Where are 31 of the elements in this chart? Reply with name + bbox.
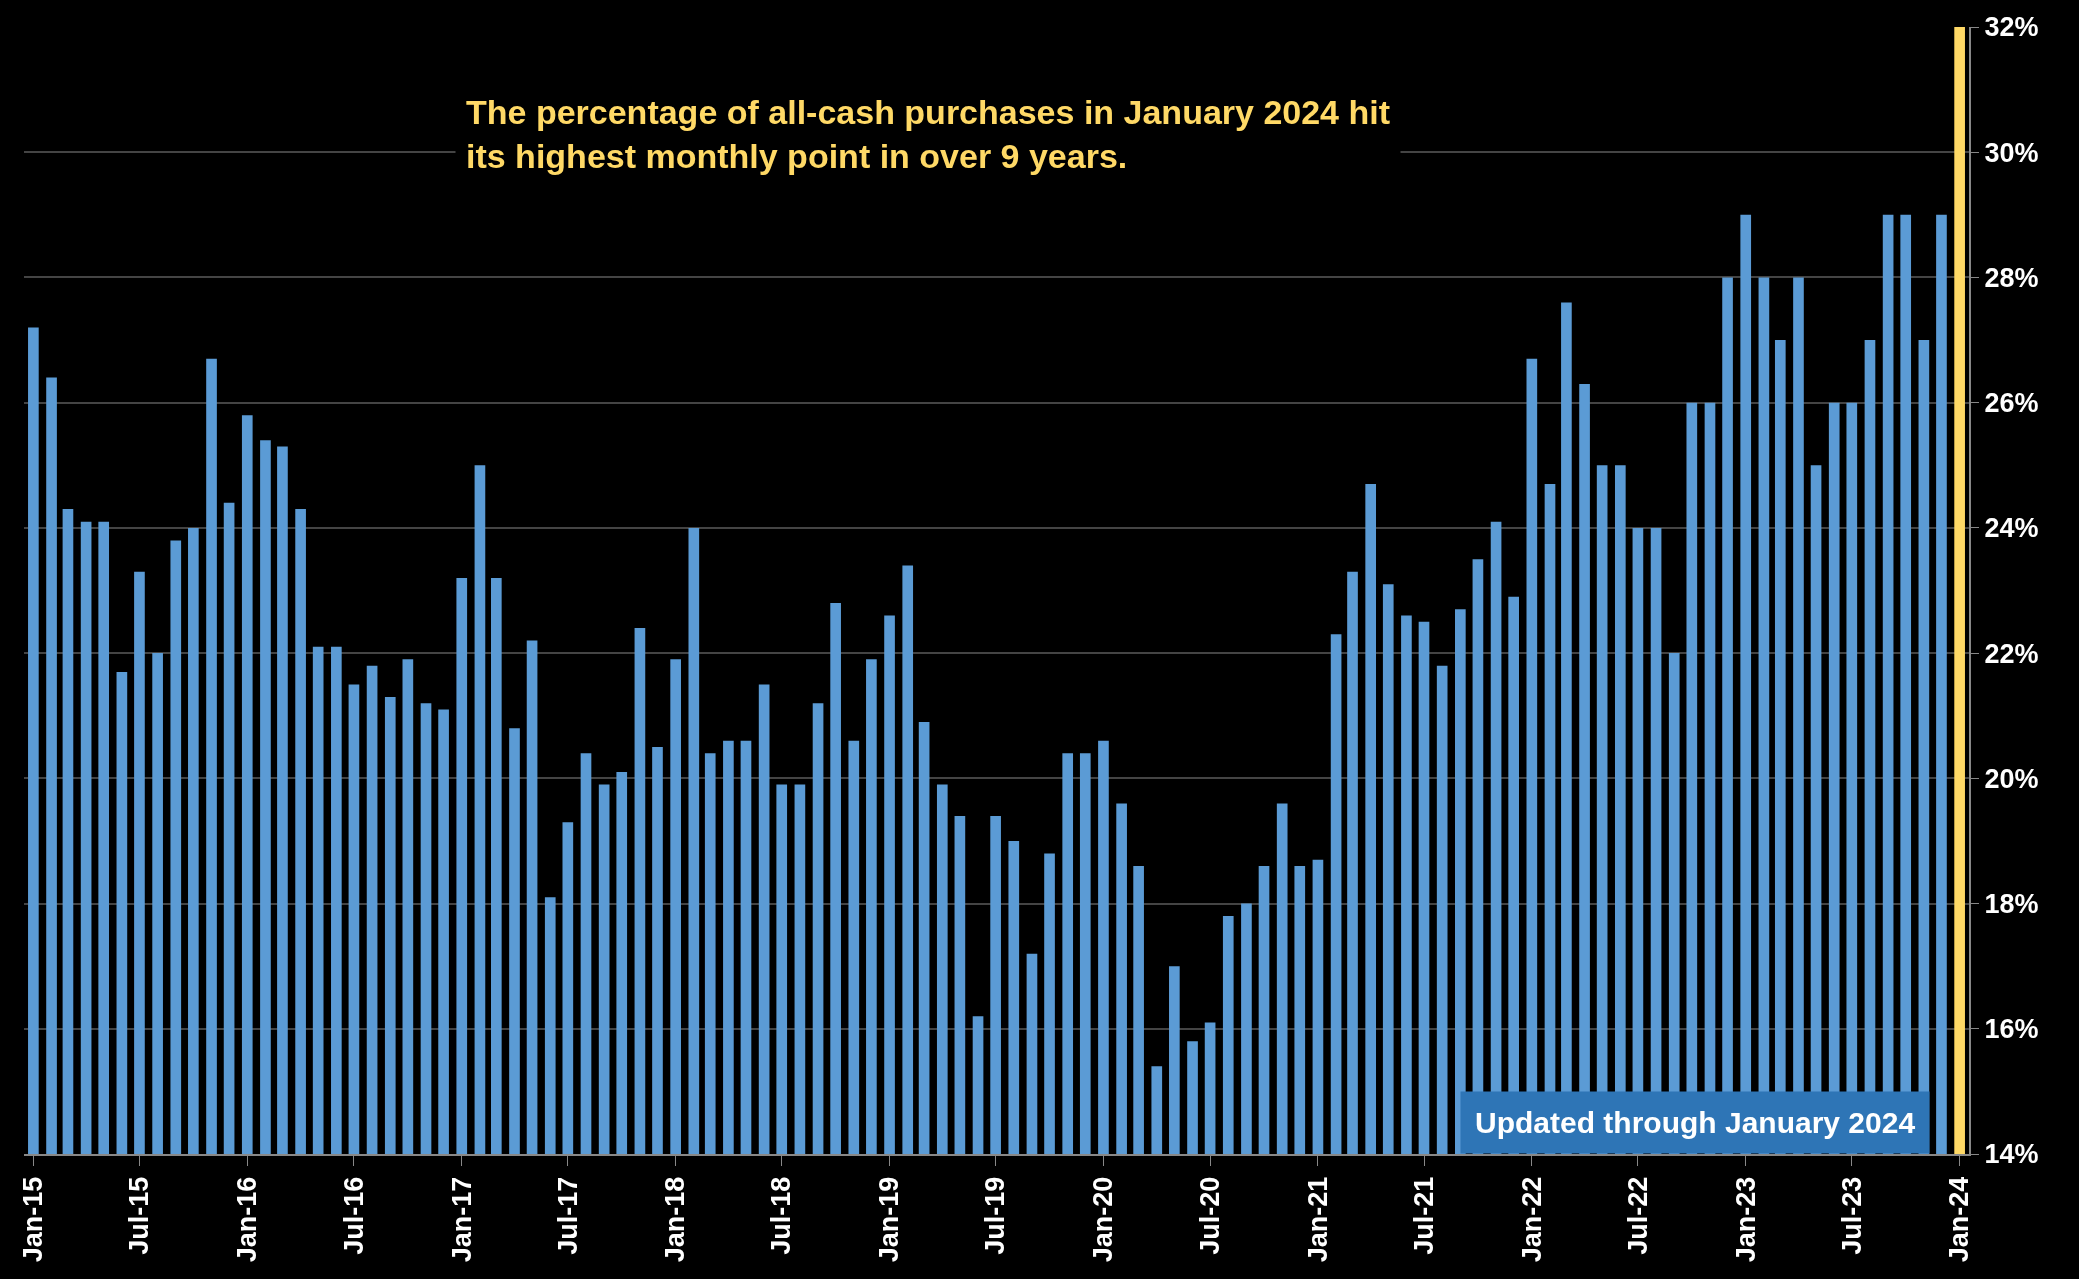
y-tick-label: 22% — [1984, 638, 2039, 669]
x-tick-label: Jan-21 — [1302, 1176, 1333, 1263]
x-tick-label: Jul-23 — [1836, 1176, 1867, 1255]
x-tick-label: Jan-17 — [446, 1176, 477, 1263]
y-tick-label: 26% — [1984, 388, 2039, 419]
x-tick-label: Jan-15 — [18, 1176, 49, 1263]
x-tick-label: Jul-17 — [552, 1176, 583, 1255]
y-tick-label: 18% — [1984, 889, 2039, 920]
x-tick-label: Jul-18 — [766, 1176, 797, 1255]
x-tick-label: Jul-16 — [338, 1176, 369, 1255]
x-tick-label: Jan-20 — [1088, 1176, 1119, 1263]
x-tick-label: Jan-19 — [874, 1176, 905, 1263]
x-tick-label: Jan-18 — [660, 1176, 691, 1263]
annotation: The percentage of all-cash purchases in January 2024 hit its highest monthly point in over 9 years. — [466, 93, 1391, 176]
x-tick-label: Jan-24 — [1944, 1176, 1975, 1263]
y-tick-label: 14% — [1984, 1139, 2039, 1170]
x-tick-label: Jul-15 — [124, 1176, 155, 1255]
y-tick-label: 32% — [1984, 12, 2039, 43]
x-tick-label: Jul-19 — [980, 1176, 1011, 1255]
y-tick-label: 16% — [1984, 1014, 2039, 1045]
annotation: Updated through January 2024 — [1475, 1106, 1916, 1139]
x-tick-label: Jan-23 — [1730, 1176, 1761, 1263]
x-tick-label: Jan-22 — [1516, 1176, 1547, 1263]
y-tick-label: 30% — [1984, 137, 2039, 168]
x-tick-label: Jul-21 — [1408, 1176, 1439, 1255]
x-tick-label: Jan-16 — [232, 1176, 263, 1263]
x-tick-label: Jul-20 — [1194, 1176, 1225, 1255]
y-tick-label: 20% — [1984, 763, 2039, 794]
y-tick-label: 28% — [1984, 262, 2039, 293]
y-tick-label: 24% — [1984, 513, 2039, 544]
x-tick-label: Jul-22 — [1622, 1176, 1653, 1255]
